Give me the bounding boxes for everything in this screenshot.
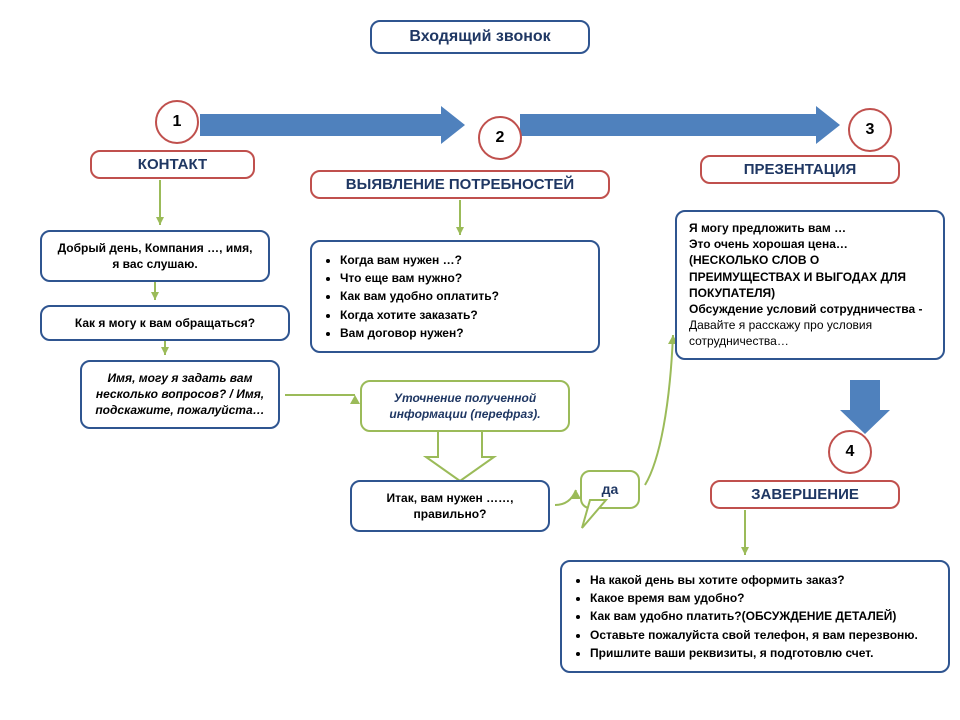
stage-label-2: ВЫЯВЛЕНИЕ ПОТРЕБНОСТЕЙ: [310, 170, 610, 199]
box-name: Как я могу к вам обращаться?: [40, 305, 290, 341]
stage-number-4: 4: [828, 430, 872, 474]
box-closing: На какой день вы хотите оформить заказ?К…: [560, 560, 950, 673]
box-ask: Имя, могу я задать вам несколько вопросо…: [80, 360, 280, 429]
diagram-title: Входящий звонок: [370, 20, 590, 54]
stage-label-3: ПРЕЗЕНТАЦИЯ: [700, 155, 900, 184]
flow-arrow: [863, 350, 903, 500]
box-greet: Добрый день, Компания …, имя, я вас слуш…: [40, 230, 270, 282]
box-confirm: Итак, вам нужен ……, правильно?: [350, 480, 550, 532]
stage-number-3: 3: [848, 108, 892, 152]
box-paraphrase: Уточнение полученной информации (перефра…: [360, 380, 570, 432]
stage-label-4: ЗАВЕРШЕНИЕ: [710, 480, 900, 509]
box-present: Я могу предложить вам …Это очень хорошая…: [675, 210, 945, 360]
box-yes: да: [580, 470, 640, 509]
stage-label-1: КОНТАКТ: [90, 150, 255, 179]
box-questions: Когда вам нужен …?Что еще вам нужно?Как …: [310, 240, 600, 353]
stage-number-2: 2: [478, 116, 522, 160]
stage-number-1: 1: [155, 100, 199, 144]
